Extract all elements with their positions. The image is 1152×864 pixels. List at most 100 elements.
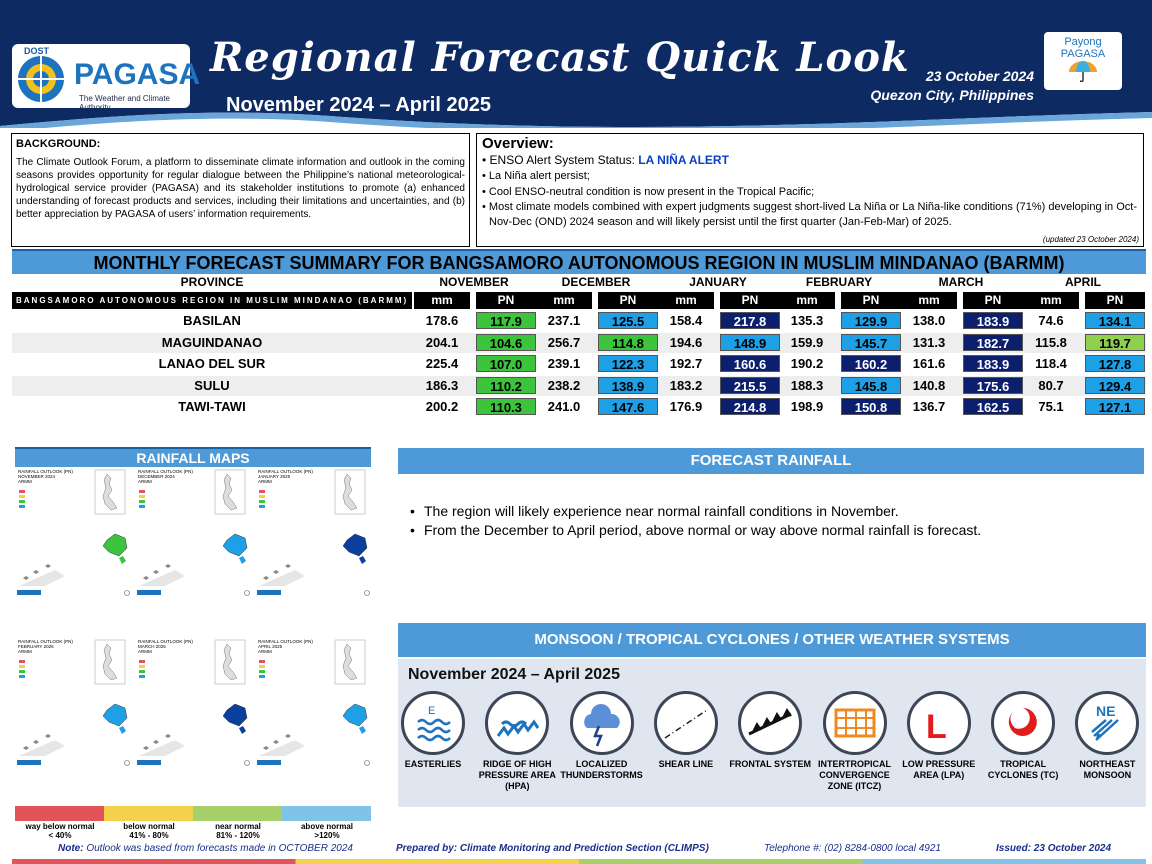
forecast-rainfall-item: The region will likely experience near n… bbox=[408, 502, 1138, 521]
pn-header: PN bbox=[598, 292, 658, 309]
low-pressure-icon: L bbox=[906, 691, 971, 755]
month-header: FEBRUARY bbox=[779, 275, 899, 290]
pn-value: 110.2 bbox=[476, 376, 536, 394]
pn-value: 182.7 bbox=[963, 333, 1023, 351]
mm-value: 200.2 bbox=[425, 399, 459, 414]
ne-letters: NE bbox=[1096, 703, 1115, 719]
mm-header: mm bbox=[536, 292, 592, 309]
mm-value: 161.6 bbox=[912, 356, 946, 371]
weather-system-label: FRONTAL SYSTEM bbox=[729, 759, 812, 769]
frontal-system-icon bbox=[738, 691, 803, 755]
pn-value: 183.9 bbox=[963, 312, 1023, 329]
pn-value: 162.5 bbox=[963, 398, 1023, 415]
month-header: MARCH bbox=[901, 275, 1021, 290]
weather-system-label: SHEAR LINE bbox=[658, 759, 714, 769]
pagasa-seal-icon bbox=[18, 56, 64, 102]
itcz-icon bbox=[822, 691, 887, 755]
overview-item-text: Cool ENSO-neutral condition is now prese… bbox=[488, 186, 815, 198]
pn-value: 129.4 bbox=[1085, 376, 1145, 394]
footer-issued: Issued: 23 October 2024 bbox=[996, 843, 1112, 854]
mm-header: mm bbox=[779, 292, 835, 309]
mm-header: mm bbox=[658, 292, 714, 309]
mm-value: 178.6 bbox=[425, 313, 459, 328]
overview-box: Overview: • ENSO Alert System Status: LA… bbox=[476, 133, 1144, 247]
mm-value: 140.8 bbox=[912, 377, 946, 393]
weather-system-label: LOCALIZED THUNDERSTORMS bbox=[560, 759, 643, 780]
mm-value: 74.6 bbox=[1038, 313, 1064, 328]
legend-range: < 40% bbox=[48, 831, 72, 840]
rainfall-maps-grid: RAINFALL OUTLOOK (PN) NOVEMBER 2024 ARMM RA… bbox=[15, 468, 371, 805]
weather-systems-period: November 2024 – April 2025 bbox=[408, 666, 620, 683]
pn-header: PN bbox=[1085, 292, 1145, 309]
weather-system: E EASTERLIES bbox=[388, 691, 478, 770]
umbrella-icon bbox=[1069, 61, 1097, 83]
tropical-cyclone-icon bbox=[991, 691, 1056, 755]
background-box: BACKGROUND: The Climate Outlook Forum, a… bbox=[11, 133, 470, 247]
mm-value: 138.0 bbox=[912, 313, 946, 328]
mm-value: 204.1 bbox=[425, 334, 459, 350]
legend-label: above normal >120% bbox=[282, 822, 372, 840]
payong-pagasa-logo: Payong PAGASA bbox=[1044, 32, 1122, 90]
map-month: NOVEMBER 2024 bbox=[18, 474, 56, 479]
legend-range: 41% - 80% bbox=[129, 831, 169, 840]
table-row: TAWI-TAWI 200.2 110.3 241.0 147.6 176.9 214.8 1… bbox=[12, 397, 1146, 417]
mm-value: 115.8 bbox=[1035, 334, 1067, 350]
overview-updated: (updated 23 October 2024) bbox=[1042, 235, 1139, 244]
weather-system: FRONTAL SYSTEM bbox=[725, 691, 815, 770]
enso-status: LA NIÑA ALERT bbox=[638, 153, 729, 167]
mm-value: 256.7 bbox=[547, 334, 581, 350]
mm-value: 158.4 bbox=[669, 313, 703, 328]
mm-value: 238.2 bbox=[547, 377, 581, 393]
footer-note-text: Outlook was based from forecasts made in… bbox=[83, 843, 353, 854]
ridge-icon bbox=[485, 691, 550, 755]
pn-value: 215.5 bbox=[720, 376, 780, 394]
pagasa-tagline: The Weather and Climate Authority bbox=[79, 94, 171, 112]
forecast-rainfall-title: FORECAST RAINFALL bbox=[398, 448, 1144, 474]
pn-value: 147.6 bbox=[598, 398, 658, 415]
footer: Note: Outlook was based from forecasts m… bbox=[0, 843, 1152, 859]
mm-value: 135.3 bbox=[790, 313, 824, 328]
mm-header: mm bbox=[901, 292, 957, 309]
thunderstorm-icon bbox=[569, 691, 634, 755]
mm-value: 188.3 bbox=[790, 377, 824, 393]
forecast-rainfall-list: The region will likely experience near n… bbox=[408, 502, 1138, 540]
weather-system: TROPICAL CYCLONES (TC) bbox=[978, 691, 1068, 781]
header: DOST PAGASA The Weather and Climate Auth… bbox=[0, 0, 1152, 128]
enso-label: ENSO Alert System Status: bbox=[489, 153, 639, 167]
map-label: RAINFALL OUTLOOK (PN) bbox=[18, 469, 73, 474]
map-label: RAINFALL OUTLOOK (PN) bbox=[18, 639, 73, 644]
pn-value: 110.3 bbox=[476, 398, 536, 415]
pn-header: PN bbox=[720, 292, 780, 309]
shear-line-icon bbox=[653, 691, 718, 755]
pn-value: 145.8 bbox=[841, 376, 901, 394]
pagasa-logo: DOST PAGASA The Weather and Climate Auth… bbox=[12, 44, 200, 112]
weather-system: RIDGE OF HIGH PRESSURE AREA (HPA) bbox=[472, 691, 562, 792]
mm-value: 194.6 bbox=[669, 334, 703, 350]
mm-value: 192.7 bbox=[669, 356, 703, 371]
pn-value: 117.9 bbox=[476, 312, 536, 329]
mm-header: mm bbox=[414, 292, 470, 309]
table-row: BASILAN 178.6 117.9 237.1 125.5 158.4 217.8 135… bbox=[12, 311, 1146, 331]
province-name: MAGUINDANAO bbox=[161, 334, 263, 350]
map-graphic bbox=[17, 469, 130, 596]
rainfall-map: RAINFALL OUTLOOK (PN) JANUARY 2025 ARMM bbox=[255, 468, 370, 596]
mm-value: 186.3 bbox=[425, 377, 459, 393]
legend-swatch bbox=[193, 806, 282, 821]
rainfall-map: RAINFALL OUTLOOK (PN) APRIL 2025 ARMM bbox=[255, 638, 370, 766]
footer-telephone: Telephone #: (02) 8284-0800 local 4921 bbox=[764, 843, 941, 854]
weather-system-label: EASTERLIES bbox=[404, 759, 462, 769]
payong-brand: PAGASA bbox=[1060, 48, 1106, 60]
province-name: BASILAN bbox=[183, 313, 241, 328]
weather-system-label: TROPICAL CYCLONES (TC) bbox=[987, 759, 1059, 780]
map-graphic bbox=[17, 639, 130, 766]
overview-heading: Overview: bbox=[482, 135, 554, 152]
pn-value: 160.6 bbox=[720, 355, 780, 372]
map-label: RAINFALL OUTLOOK (PN) bbox=[138, 639, 193, 644]
footer-prepared: Prepared by: Climate Monitoring and Pred… bbox=[396, 843, 709, 854]
mm-value: 198.9 bbox=[790, 399, 824, 414]
table-row: LANAO DEL SUR 225.4 107.0 239.1 122.3 192.7 16… bbox=[12, 354, 1146, 374]
background-heading: BACKGROUND: bbox=[16, 138, 101, 150]
map-label: RAINFALL OUTLOOK (PN) bbox=[258, 639, 313, 644]
map-month: DECEMBER 2024 bbox=[138, 474, 175, 479]
legend-class: above normal bbox=[300, 822, 353, 831]
